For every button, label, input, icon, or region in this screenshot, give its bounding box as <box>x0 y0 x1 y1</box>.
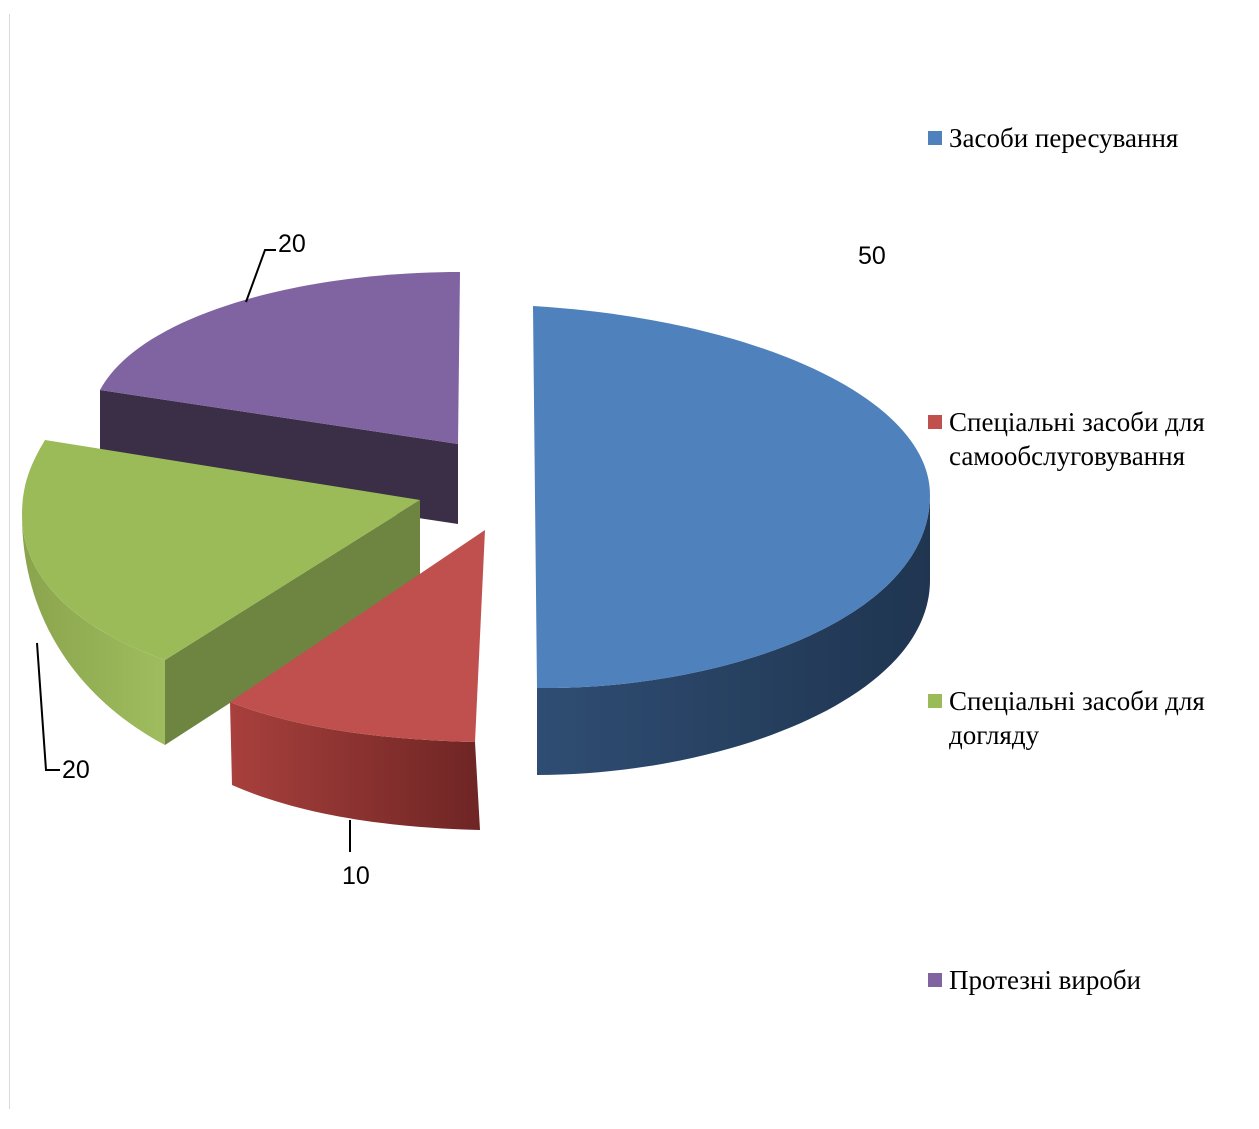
data-label-prosthetic: 20 <box>278 230 306 258</box>
chart-border-line <box>9 14 10 1109</box>
pie-slice-care <box>22 440 420 745</box>
chart-legend: Засоби пересування Спеціальні засоби для… <box>928 0 1259 1129</box>
pie-slice-prosthetic <box>100 272 460 524</box>
legend-swatch-green <box>928 694 942 708</box>
slice-top <box>230 530 485 742</box>
legend-item-mobility: Засоби пересування <box>928 121 1254 155</box>
slice-top <box>533 306 930 689</box>
legend-label: Засоби пересування <box>949 123 1179 153</box>
leader-line-prosthetic <box>245 249 276 303</box>
data-label-selfcare: 10 <box>342 862 370 890</box>
legend-item-prosthetic: Протезні вироби <box>928 963 1254 997</box>
data-label-care: 20 <box>62 756 90 784</box>
legend-label: Спеціальні засоби для самообслуговування <box>949 407 1205 471</box>
legend-item-care: Спеціальні засоби для догляду <box>928 684 1254 752</box>
legend-label: Протезні вироби <box>949 965 1142 995</box>
legend-label: Спеціальні засоби для догляду <box>949 686 1205 750</box>
slice-top <box>22 440 420 660</box>
legend-swatch-purple <box>928 973 942 987</box>
slice-top <box>100 272 460 444</box>
data-label-mobility: 50 <box>858 242 886 270</box>
legend-swatch-red <box>928 415 942 429</box>
pie-slice-selfcare <box>230 530 485 830</box>
legend-swatch-blue <box>928 131 942 145</box>
legend-item-selfcare: Спеціальні засоби для самообслуговування <box>928 405 1254 473</box>
leader-line-care <box>36 642 60 771</box>
pie-slice-mobility <box>533 306 930 775</box>
